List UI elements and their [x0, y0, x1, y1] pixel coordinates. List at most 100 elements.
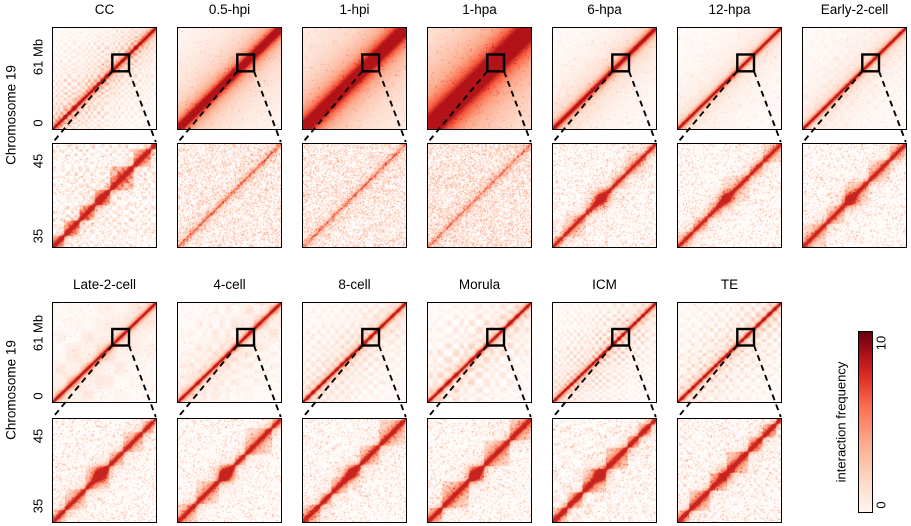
hic-map-full-canvas — [678, 303, 781, 402]
stage-title: 12-hpa — [708, 2, 751, 17]
panel-gap — [52, 403, 157, 418]
stage-column: Early-2-cell — [802, 0, 907, 248]
hic-panel-zoom — [302, 143, 407, 248]
hic-map-full-canvas — [803, 28, 906, 129]
hic-panel-zoom — [427, 418, 532, 523]
tick-label-61mb-row2: 61 Mb — [30, 314, 46, 352]
hic-map-full-canvas — [178, 303, 281, 402]
stage-column: 6-hpa — [552, 0, 657, 248]
hic-map-full-canvas — [53, 28, 156, 129]
hic-panel-zoom — [802, 143, 907, 248]
stage-title: ICM — [592, 277, 617, 292]
panel-gap — [302, 130, 407, 143]
hic-map-full-canvas — [303, 28, 406, 129]
hic-map-full-canvas — [553, 28, 656, 129]
tick-label-61mb-row1: 61 Mb — [30, 38, 46, 76]
stage-column: Late-2-cell — [52, 275, 157, 523]
stage-column: ICM — [552, 275, 657, 523]
stage-title: Morula — [458, 277, 501, 292]
stage-title: Late-2-cell — [72, 277, 137, 292]
hic-panel-full — [552, 302, 657, 403]
hic-map-zoom-canvas — [303, 144, 406, 247]
hic-map-zoom-canvas — [678, 419, 781, 522]
panel-gap — [552, 130, 657, 143]
hic-map-full-canvas — [428, 303, 531, 402]
hic-map-zoom-canvas — [178, 144, 281, 247]
hic-panel-zoom — [52, 418, 157, 523]
hic-panel-zoom — [52, 143, 157, 248]
colorbar-tick-min: 0 — [873, 501, 889, 509]
panel-gap — [177, 403, 282, 418]
hic-panel-zoom — [677, 418, 782, 523]
tick-label-0-row2: 0 — [30, 392, 46, 400]
hic-map-full-canvas — [178, 28, 281, 129]
hic-panel-zoom — [427, 143, 532, 248]
hic-map-full-canvas — [553, 303, 656, 402]
tick-label-0-row1: 0 — [30, 119, 46, 127]
y-axis-label-chromosome-row1: Chromosome 19 — [3, 65, 19, 165]
hic-panel-full — [177, 302, 282, 403]
stage-column: 8-cell — [302, 275, 407, 523]
hic-map-zoom-canvas — [553, 419, 656, 522]
hic-map-zoom-canvas — [303, 419, 406, 522]
hic-panel-full — [177, 27, 282, 130]
hic-panel-zoom — [677, 143, 782, 248]
stage-column: CC — [52, 0, 157, 248]
stage-title: 6-hpa — [587, 2, 622, 17]
hic-map-full-canvas — [303, 303, 406, 402]
panel-gap — [552, 403, 657, 418]
hic-map-zoom-canvas — [53, 419, 156, 522]
stage-column: 4-cell — [177, 275, 282, 523]
panel-gap — [677, 403, 782, 418]
colorbar-label: interaction frequency — [833, 361, 849, 483]
tick-label-35-row2: 35 — [30, 498, 46, 514]
hic-panel-full — [427, 302, 532, 403]
stage-title: 4-cell — [213, 277, 246, 292]
stage-row-1: CC 0.5-hpi 1-hpi 1-hpa 6-hpa 12-hpa Early-2-ce… — [52, 0, 907, 248]
hic-panel-zoom — [177, 143, 282, 248]
stage-row-2: Late-2-cell 4-cell 8-cell Morula ICM TE — [52, 275, 782, 523]
colorbar-gradient — [858, 331, 873, 513]
hic-panel-full — [52, 27, 157, 130]
hic-panel-full — [302, 302, 407, 403]
stage-title: 8-cell — [338, 277, 371, 292]
stage-title: 1-hpa — [462, 2, 497, 17]
tick-label-45-row2: 45 — [30, 428, 46, 444]
hic-map-zoom-canvas — [178, 419, 281, 522]
colorbar-tick-max: 10 — [873, 335, 889, 351]
hic-panel-full — [677, 27, 782, 130]
hic-panel-full — [52, 302, 157, 403]
panel-gap — [177, 130, 282, 143]
stage-title: Early-2-cell — [820, 2, 889, 17]
hic-panel-full — [802, 27, 907, 130]
y-axis-label-chromosome-row2: Chromosome 19 — [3, 340, 19, 440]
tick-label-35-row1: 35 — [30, 228, 46, 244]
stage-column: 1-hpa — [427, 0, 532, 248]
hic-map-zoom-canvas — [428, 419, 531, 522]
hic-map-zoom-canvas — [428, 144, 531, 247]
panel-gap — [427, 403, 532, 418]
hic-panel-zoom — [552, 418, 657, 523]
stage-column: 12-hpa — [677, 0, 782, 248]
hic-panel-zoom — [552, 143, 657, 248]
hic-panel-full — [677, 302, 782, 403]
hic-panel-full — [302, 27, 407, 130]
hic-panel-full — [427, 27, 532, 130]
stage-column: 0.5-hpi — [177, 0, 282, 248]
hic-map-zoom-canvas — [803, 144, 906, 247]
hic-map-full-canvas — [53, 303, 156, 402]
stage-column: 1-hpi — [302, 0, 407, 248]
hic-map-full-canvas — [678, 28, 781, 129]
stage-column: TE — [677, 275, 782, 523]
stage-title: 1-hpi — [339, 2, 370, 17]
hic-panel-zoom — [302, 418, 407, 523]
hic-panel-zoom — [177, 418, 282, 523]
hic-map-zoom-canvas — [553, 144, 656, 247]
hic-map-full-canvas — [428, 28, 531, 129]
hic-map-zoom-canvas — [53, 144, 156, 247]
panel-gap — [427, 130, 532, 143]
stage-column: Morula — [427, 275, 532, 523]
panel-gap — [52, 130, 157, 143]
tick-label-45-row1: 45 — [30, 153, 46, 169]
